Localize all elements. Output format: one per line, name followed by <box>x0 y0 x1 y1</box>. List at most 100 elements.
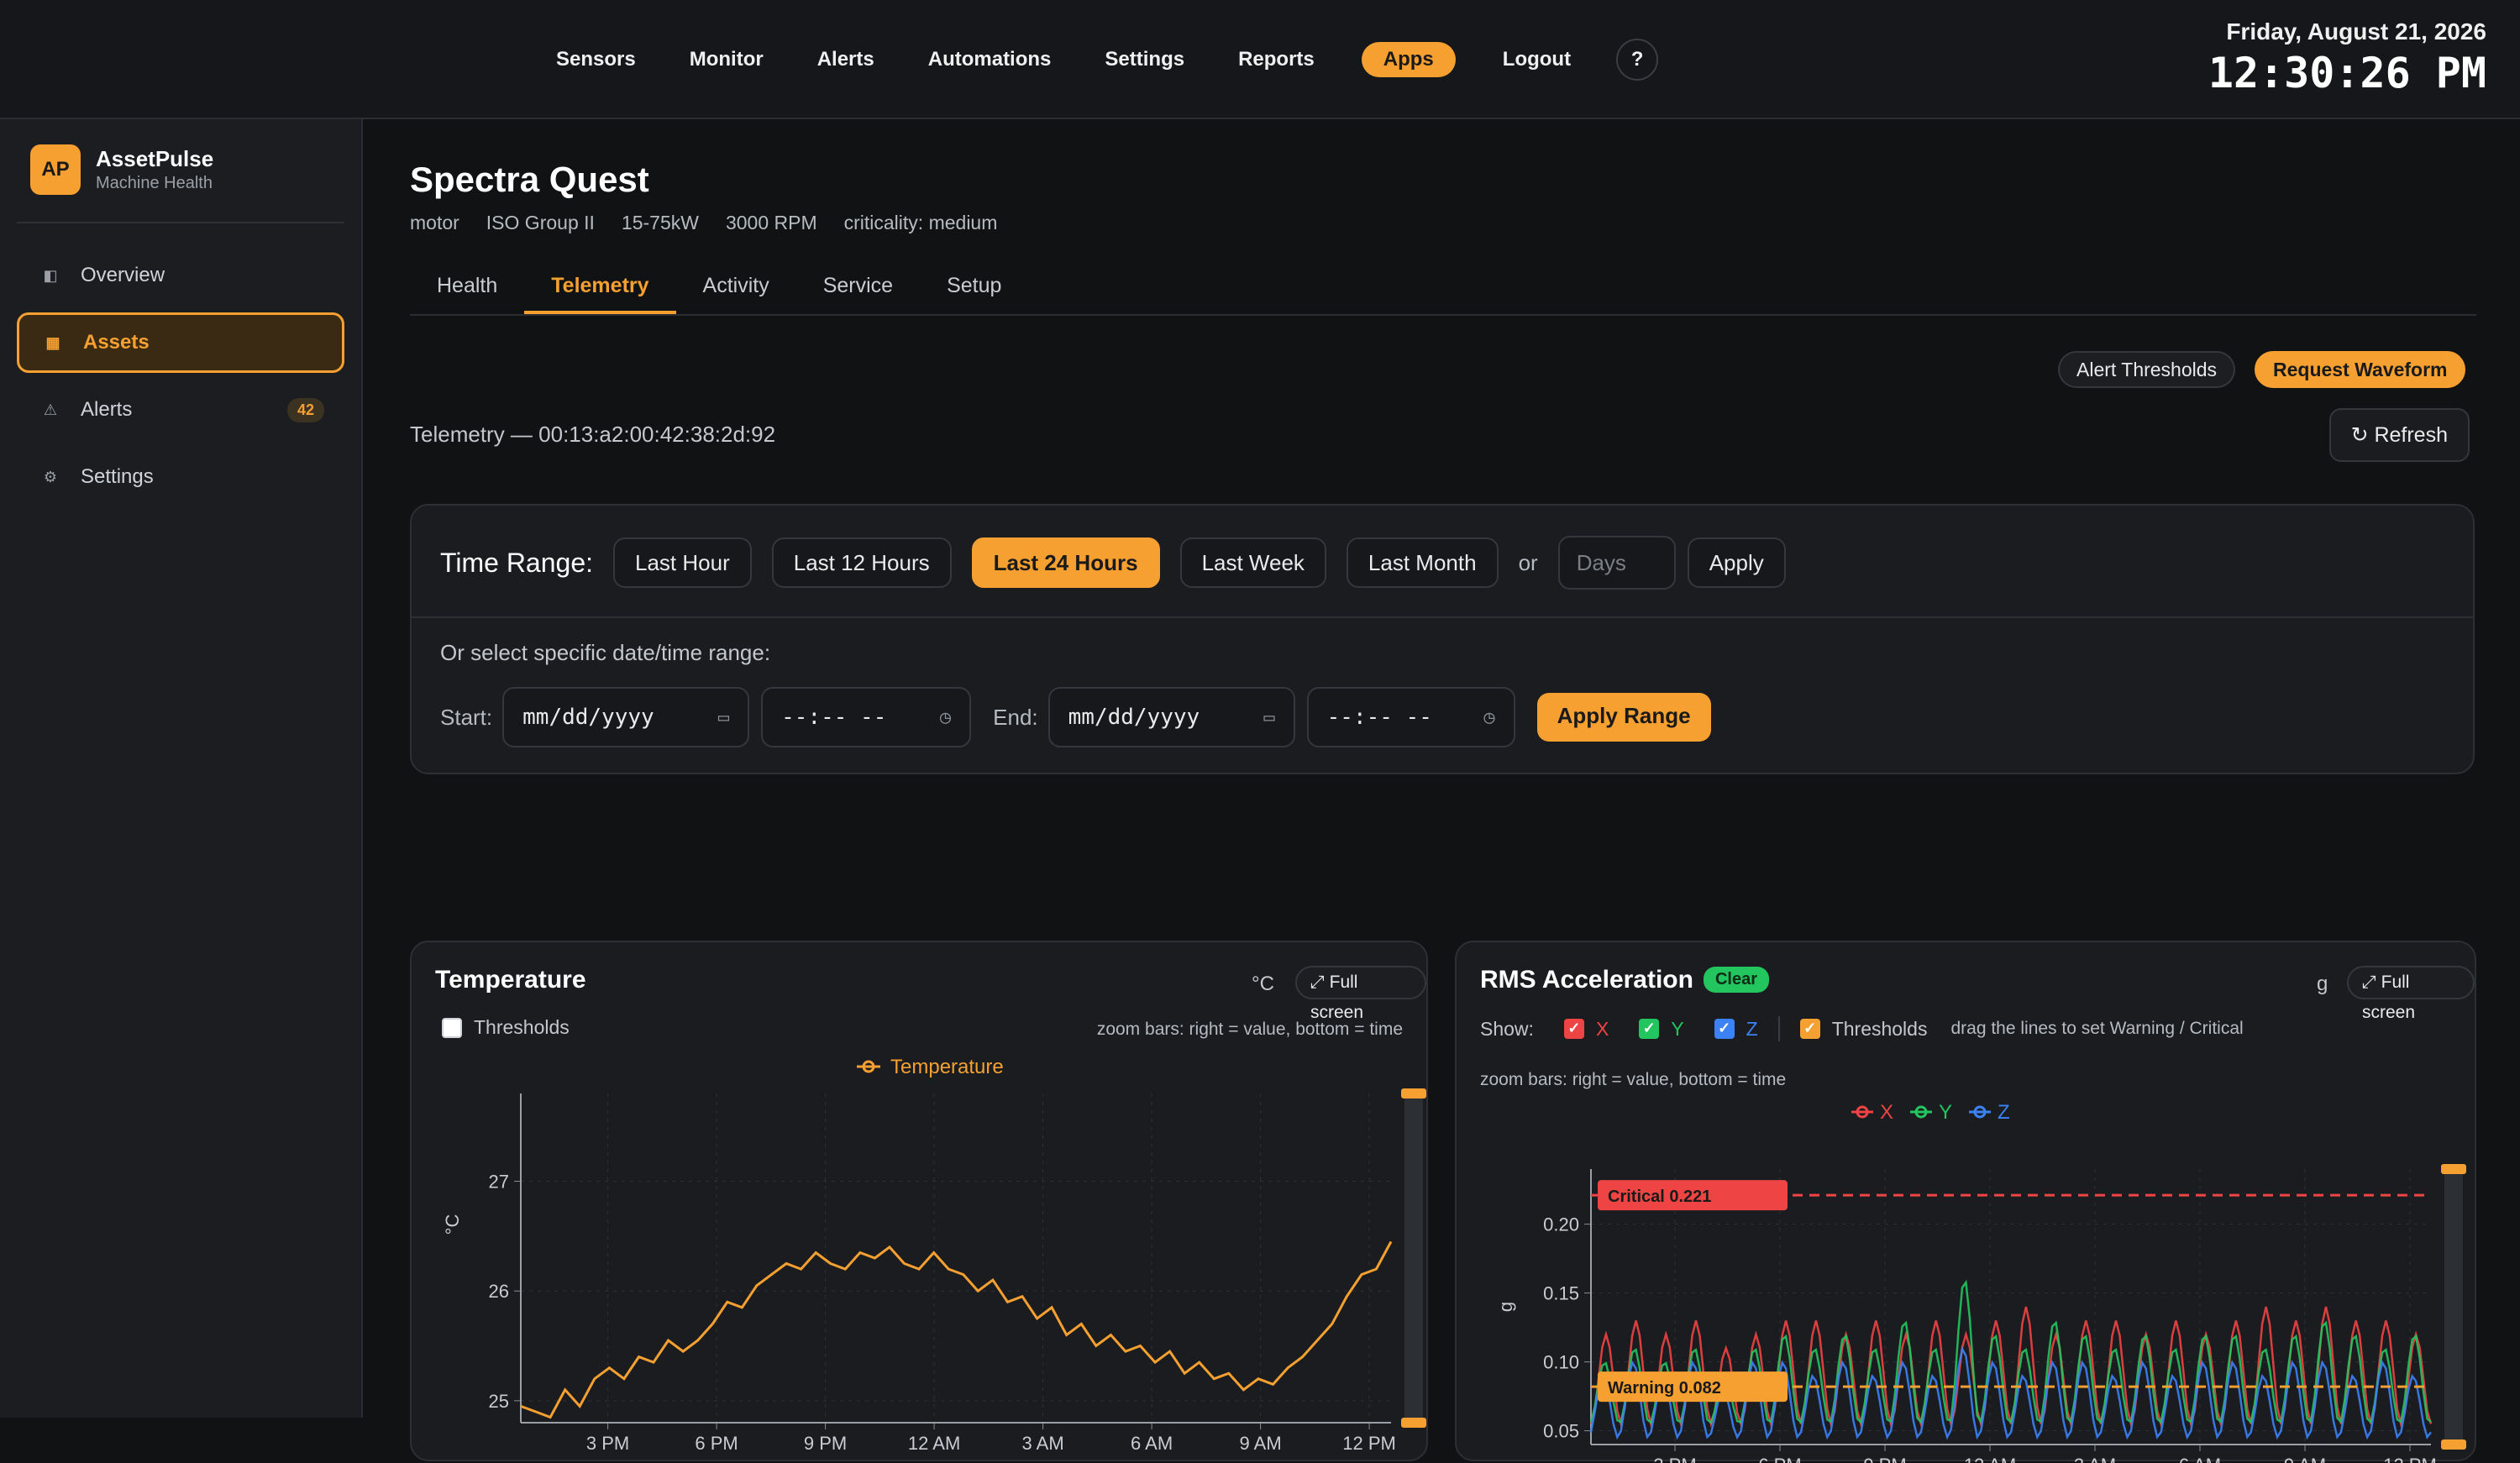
sidebar-divider <box>17 222 344 223</box>
meta-type: motor <box>410 212 459 233</box>
temperature-card: Temperature °C ⤢ Full screen Thresholds … <box>410 941 1428 1461</box>
x-tick-label: 12 PM <box>2383 1455 2437 1463</box>
nav-alerts[interactable]: Alerts <box>816 48 874 71</box>
sidebar-item-alerts[interactable]: ⚠ Alerts 42 <box>17 380 344 440</box>
legend-marker <box>1914 1105 1928 1119</box>
meta-rpm: 3000 RPM <box>725 212 817 233</box>
x-tick-label: 3 AM <box>2074 1455 2116 1463</box>
range-last-12-hours-button[interactable]: Last 12 Hours <box>771 537 952 588</box>
x-tick-label: 6 AM <box>1131 1433 1173 1454</box>
y-axis-label: g <box>1495 1302 1516 1312</box>
brand-subtitle: Machine Health <box>96 174 213 192</box>
clock-time: 12:30:26 PM <box>2208 49 2486 97</box>
thresholds-checkbox[interactable]: ✓ <box>1799 1019 1820 1039</box>
nav-apps[interactable]: Apps <box>1361 42 1456 77</box>
asset-tabs: Health Telemetry Activity Service Setup <box>410 259 2476 316</box>
temperature-thresholds-toggle[interactable]: Thresholds <box>442 1016 570 1039</box>
x-tick-label: 9 AM <box>1240 1433 1282 1454</box>
sidebar-item-label: Alerts <box>81 398 133 421</box>
rms-fullscreen-button[interactable]: ⤢ Full screen <box>2347 966 2475 1022</box>
show-label: Show: <box>1480 1017 1534 1040</box>
z-checkbox[interactable]: ✓ <box>1714 1019 1735 1039</box>
meta-iso-group: ISO Group II <box>486 212 595 233</box>
telemetry-device-label: Telemetry — 00:13:a2:00:42:38:2d:92 <box>410 422 776 447</box>
gear-icon: ⚙ <box>43 468 58 485</box>
x-tick-label: 3 AM <box>1022 1433 1064 1454</box>
tab-telemetry[interactable]: Telemetry <box>524 259 676 314</box>
range-last-month-button[interactable]: Last Month <box>1346 537 1499 588</box>
nav-automations[interactable]: Automations <box>927 48 1052 71</box>
brand-name: AssetPulse <box>96 146 214 171</box>
y-tick-label: 0.05 <box>1543 1421 1579 1442</box>
x-tick-label: 3 PM <box>1653 1455 1696 1463</box>
sidebar-item-label: Overview <box>81 264 165 286</box>
refresh-button[interactable]: ↻ Refresh <box>2328 408 2470 462</box>
warning-threshold-label: Warning 0.082 <box>1608 1379 1721 1397</box>
legend-label: Y <box>1939 1101 1952 1124</box>
request-waveform-button[interactable]: Request Waveform <box>2255 351 2466 388</box>
value-zoom-bar <box>1404 1093 1423 1423</box>
sidebar-item-overview[interactable]: ◧ Overview <box>17 245 344 306</box>
tab-service[interactable]: Service <box>822 274 894 297</box>
x-tick-label: 12 PM <box>1342 1433 1396 1454</box>
legend-label: Temperature <box>890 1056 1004 1078</box>
range-last-hour-button[interactable]: Last Hour <box>613 537 752 588</box>
apply-range-button[interactable]: Apply Range <box>1536 693 1711 742</box>
sidebar-item-settings[interactable]: ⚙ Settings <box>17 447 344 507</box>
nav-reports[interactable]: Reports <box>1238 48 1315 71</box>
tab-setup[interactable]: Setup <box>947 274 1002 297</box>
tab-activity[interactable]: Activity <box>702 274 769 297</box>
start-date-input[interactable]: mm/dd/yyyy ▭ <box>502 687 750 747</box>
days-input[interactable]: Days <box>1557 536 1676 590</box>
x-tick-label: 6 PM <box>695 1433 738 1454</box>
y-tick-label: 0.10 <box>1543 1352 1579 1373</box>
nav-settings[interactable]: Settings <box>1105 48 1185 71</box>
y-checkbox[interactable]: ✓ <box>1639 1019 1660 1039</box>
range-last-week-button[interactable]: Last Week <box>1179 537 1326 588</box>
end-time-input[interactable]: --:-- -- ◷ <box>1306 687 1515 747</box>
top-bar: Sensors Monitor Alerts Automations Setti… <box>0 0 2520 119</box>
toggle-separator <box>1777 1016 1780 1041</box>
range-last-24-hours-button[interactable]: Last 24 Hours <box>971 537 1160 588</box>
help-button[interactable]: ? <box>1616 39 1659 81</box>
legend-marker <box>1973 1105 1987 1119</box>
x-tick-label: 6 PM <box>1758 1455 1801 1463</box>
thresholds-label: Thresholds <box>474 1016 570 1038</box>
nav-logout[interactable]: Logout <box>1502 48 1572 71</box>
thresholds-checkbox[interactable] <box>442 1017 462 1038</box>
nav-monitor[interactable]: Monitor <box>689 48 764 71</box>
calendar-icon[interactable]: ▭ <box>717 706 730 728</box>
x-tick-label: 12 AM <box>908 1433 960 1454</box>
value-zoom-handle-top <box>2441 1164 2466 1174</box>
sidebar-nav: ◧ Overview ▦ Assets ⚠ Alerts 42 ⚙ Settin… <box>17 245 344 514</box>
time-range-card: Time Range: Last Hour Last 12 Hours Last… <box>410 504 2475 774</box>
critical-threshold-tag <box>1598 1180 1788 1211</box>
clock-icon[interactable]: ◷ <box>939 706 952 728</box>
or-label: or <box>1518 549 1538 575</box>
alert-thresholds-button[interactable]: Alert Thresholds <box>2058 351 2236 388</box>
x-tick-label: 3 PM <box>586 1433 629 1454</box>
end-date-input[interactable]: mm/dd/yyyy ▭ <box>1047 687 1295 747</box>
calendar-icon[interactable]: ▭ <box>1263 706 1275 728</box>
start-time-input[interactable]: --:-- -- ◷ <box>761 687 972 747</box>
apply-days-button[interactable]: Apply <box>1687 537 1786 588</box>
sidebar: AP AssetPulse Machine Health ◧ Overview … <box>0 119 363 1418</box>
clock-icon[interactable]: ◷ <box>1483 706 1495 728</box>
end-label: End: <box>993 704 1038 730</box>
brand[interactable]: AP AssetPulse Machine Health <box>30 144 213 195</box>
x-tick-label: 12 AM <box>1964 1455 2016 1463</box>
nav-sensors[interactable]: Sensors <box>556 48 636 71</box>
y-label: Y <box>1671 1017 1684 1040</box>
sidebar-item-label: Settings <box>81 465 154 488</box>
temperature-fullscreen-button[interactable]: ⤢ Full screen <box>1295 966 1426 1022</box>
sidebar-item-assets[interactable]: ▦ Assets <box>17 312 344 373</box>
end-time-placeholder: --:-- -- <box>1326 705 1432 730</box>
value-zoom-handle-top <box>1401 1088 1426 1099</box>
temperature-chart[interactable]: Temperature 3 PM 6 PM 9 PM 12 AM 3 AM 6 AM 9 AM… <box>412 1009 1430 1463</box>
warning-threshold-tag <box>1598 1371 1788 1403</box>
x-checkbox[interactable]: ✓ <box>1563 1019 1584 1039</box>
tab-health[interactable]: Health <box>437 274 498 297</box>
drag-hint: drag the lines to set Warning / Critical <box>1950 1019 2244 1038</box>
rms-chart[interactable]: X Y Z 3 PM 6 PM 9 PM 12 AM 3 AM 6 AM 9 AM 12 PM 0.0… <box>1457 1085 2478 1463</box>
x-tick-label: 9 AM <box>2284 1455 2326 1463</box>
